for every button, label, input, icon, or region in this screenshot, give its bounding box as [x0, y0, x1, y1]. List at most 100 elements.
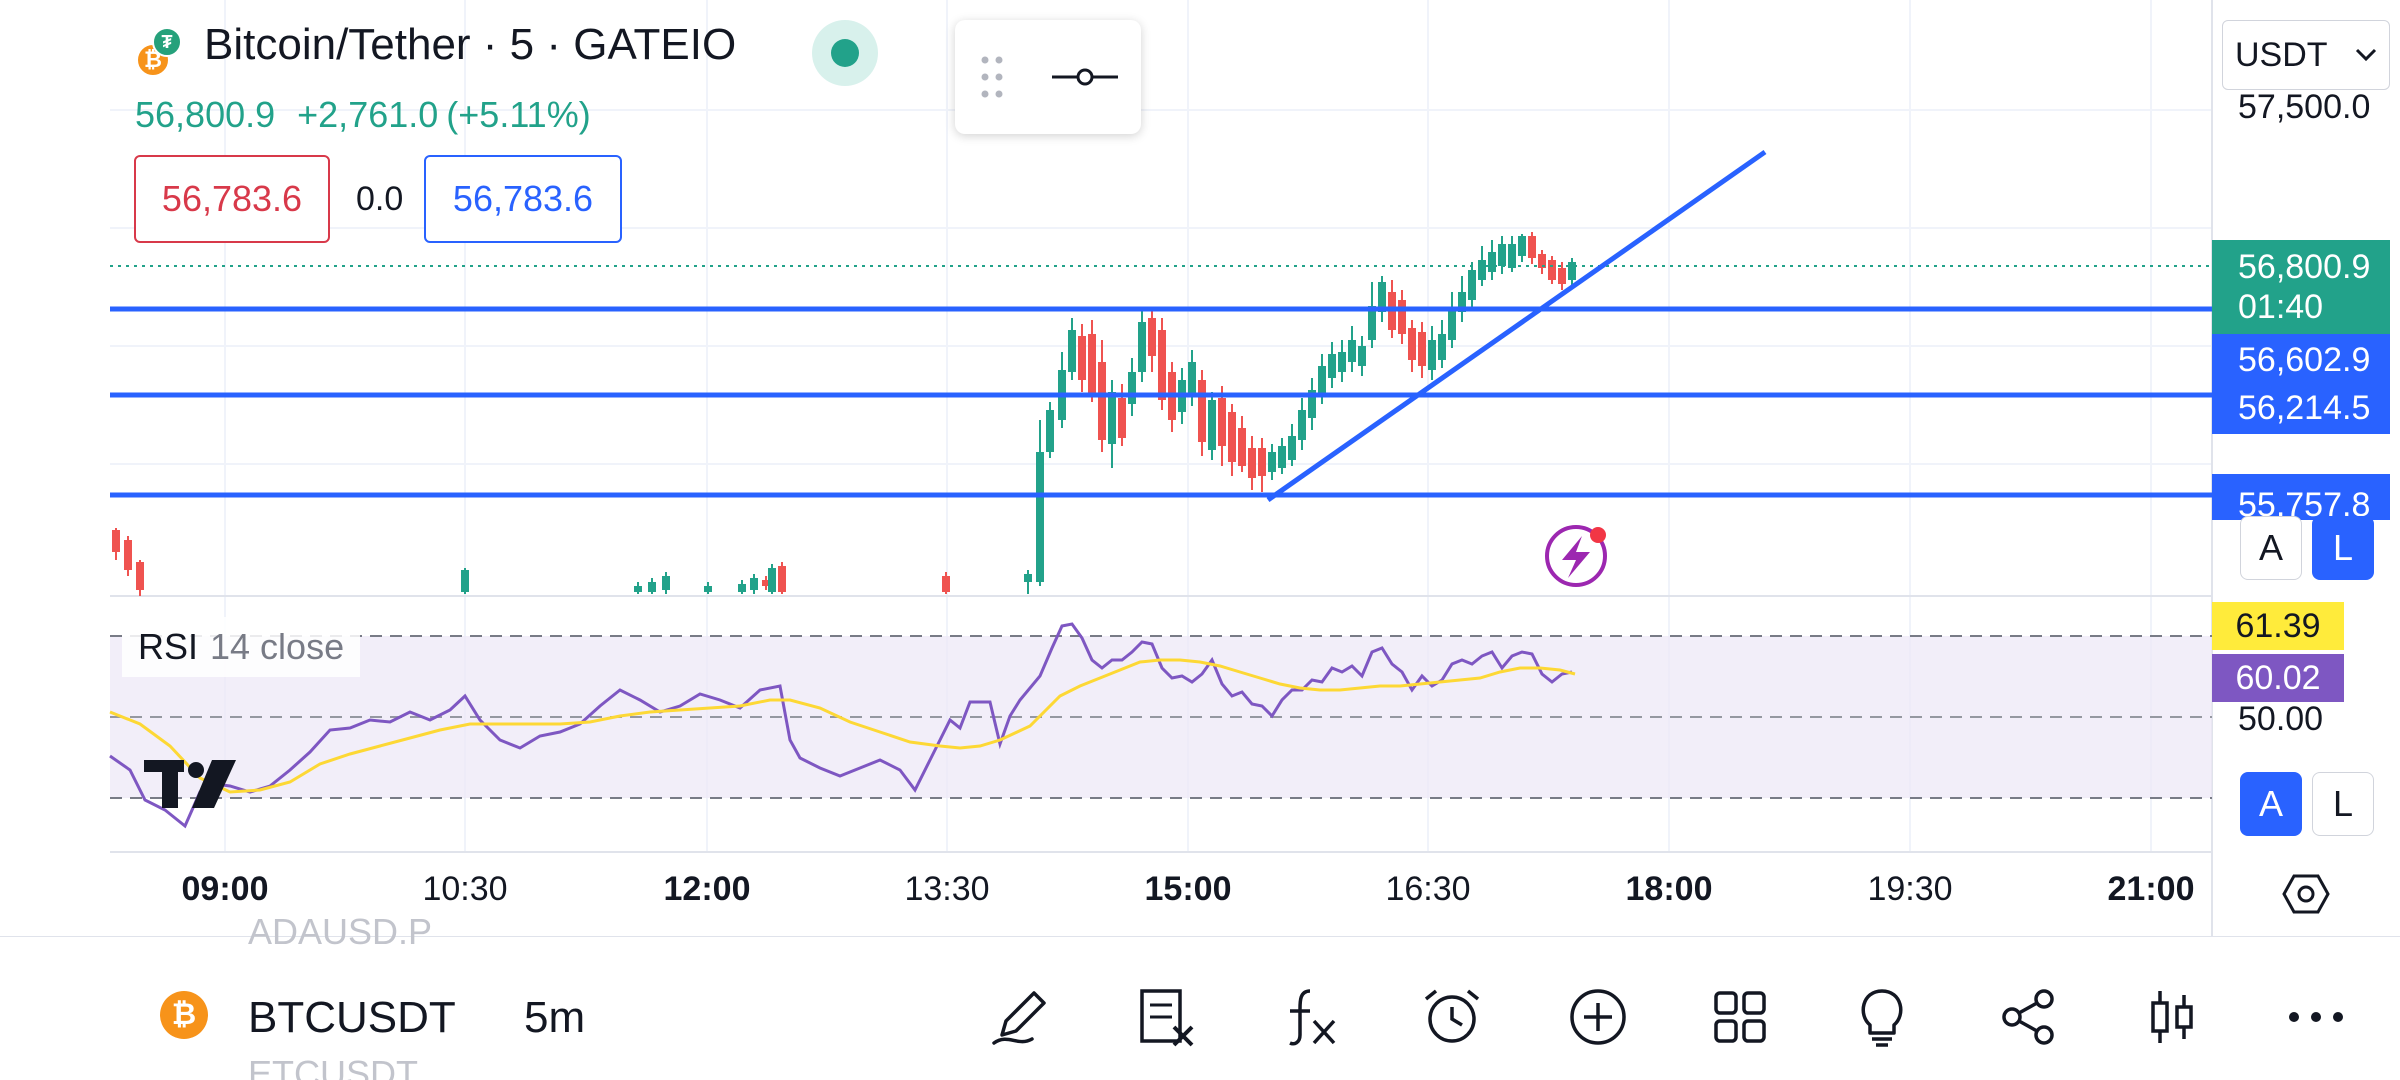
candle-body	[1328, 354, 1336, 378]
candle-body	[1258, 448, 1266, 476]
market-status-icon[interactable]	[812, 20, 878, 86]
candle-body	[1128, 372, 1136, 404]
rsi-ma-value-tag: 61.39	[2212, 602, 2344, 650]
candle-body	[1508, 244, 1516, 268]
currency-select[interactable]: USDT	[2222, 20, 2390, 90]
candles-icon[interactable]	[2136, 981, 2208, 1053]
lightning-alert-icon[interactable]	[1545, 525, 1607, 587]
rsi-legend[interactable]: RSI 14 close	[122, 617, 361, 677]
candle-body	[1046, 410, 1054, 452]
candle-body	[1338, 352, 1346, 372]
more-icon[interactable]	[2280, 981, 2352, 1053]
candle-body	[1158, 330, 1166, 400]
current-price-value: 56,800.9	[2238, 248, 2371, 286]
hexagon-settings-icon	[2282, 874, 2330, 914]
chart-settings-button[interactable]	[2270, 866, 2342, 922]
chevron-down-icon	[2355, 48, 2377, 62]
candle-body	[1348, 340, 1356, 362]
candle-body	[1408, 328, 1416, 360]
candle-body	[1208, 400, 1216, 450]
time-axis-label: 09:00	[181, 870, 269, 908]
current-price-tag: 56,800.9 01:40	[2212, 240, 2390, 334]
plus-circle-icon[interactable]	[1562, 981, 1634, 1053]
candle-body	[1518, 236, 1526, 256]
alarm-clock-icon[interactable]	[1416, 981, 1488, 1053]
price-summary: 56,800.9 +2,761.0 (+5.11%)	[135, 94, 613, 136]
price-auto-scale-button[interactable]: A	[2240, 516, 2302, 580]
candle-body	[1558, 268, 1566, 284]
time-axis-label: 13:30	[904, 870, 990, 908]
rsi-name: RSI	[138, 626, 199, 667]
clear-drawings-icon[interactable]	[1130, 981, 1202, 1053]
horizontal-line-tool-icon[interactable]	[1050, 62, 1120, 92]
candle-body	[1488, 252, 1496, 272]
sell-button[interactable]: 56,783.6	[134, 155, 330, 243]
price-change: +2,761.0	[297, 94, 439, 135]
price-log-scale-button[interactable]: L	[2312, 516, 2374, 580]
candle-body	[1448, 310, 1456, 340]
previous-symbol[interactable]: ADAUSD.P	[248, 917, 433, 952]
candle-body	[648, 582, 656, 592]
candle-body	[1024, 574, 1032, 582]
indicators-fx-icon[interactable]	[1276, 981, 1348, 1053]
layout-grid-icon[interactable]	[1704, 981, 1776, 1053]
interval-selector[interactable]: 5m	[524, 993, 586, 1042]
candle-body	[1368, 306, 1376, 340]
candle-body	[1268, 452, 1276, 472]
candle-body	[662, 576, 670, 590]
currency-select-value: USDT	[2235, 35, 2328, 74]
rsi-auto-scale-button[interactable]: A	[2240, 772, 2302, 836]
candle-body	[1378, 282, 1386, 312]
candle-body	[461, 570, 469, 592]
spread-value: 0.0	[356, 180, 404, 218]
level-3-tag: 55,757.8	[2212, 474, 2390, 520]
candle-body	[762, 580, 770, 586]
symbol-header[interactable]: ₿ ₮ Bitcoin/Tether · 5 · GATEIO	[130, 20, 737, 77]
time-axis-label: 12:00	[663, 870, 751, 908]
candle-body	[634, 586, 642, 592]
time-axis-label: 19:30	[1867, 870, 1953, 908]
candle-body	[738, 584, 746, 592]
time-axis-label: 18:00	[1625, 870, 1713, 908]
candle-body	[1118, 398, 1126, 438]
candle-body	[1498, 244, 1506, 266]
symbol-title[interactable]: Bitcoin/Tether · 5 · GATEIO	[204, 20, 737, 69]
candle-body	[1036, 452, 1044, 582]
level-2-tag: 56,214.5	[2212, 382, 2390, 434]
level-1-tag: 56,602.9	[2212, 334, 2390, 386]
rsi-mid-label: 50.00	[2238, 700, 2324, 738]
price-axis-label: 57,500.0	[2238, 92, 2371, 126]
candle-body	[1238, 428, 1246, 466]
trend-line[interactable]	[1266, 149, 1767, 503]
bottom-toolbar: ADAUSD.P ₿ BTCUSDT 5m ETCUSDT	[0, 917, 2400, 1080]
candle-body	[778, 566, 786, 592]
candle-body	[750, 578, 758, 590]
rsi-value-tag: 60.02	[2212, 654, 2344, 702]
next-symbol[interactable]: ETCUSDT	[248, 1053, 418, 1080]
drag-handle-icon[interactable]	[977, 52, 1007, 102]
candle-body	[112, 530, 120, 552]
rsi-log-scale-button[interactable]: L	[2312, 772, 2374, 836]
candle-body	[1078, 336, 1086, 380]
candle-body	[1278, 446, 1286, 468]
drawing-floating-toolbar[interactable]	[955, 20, 1141, 134]
tradingview-logo-icon	[144, 760, 236, 808]
candle-countdown: 01:40	[2238, 288, 2324, 326]
candle-body	[1538, 254, 1546, 268]
share-icon[interactable]	[1992, 981, 2064, 1053]
candle-body	[1478, 260, 1486, 280]
pencil-icon[interactable]	[984, 981, 1056, 1053]
candle-body	[1548, 260, 1556, 280]
symbol-selector[interactable]: BTCUSDT	[248, 993, 456, 1042]
buy-button[interactable]: 56,783.6	[424, 155, 622, 243]
candle-body	[136, 562, 144, 590]
rsi-ma-line	[109, 658, 1576, 794]
rsi-params: 14 close	[210, 626, 345, 667]
time-axis-label: 16:30	[1385, 870, 1471, 908]
candle-body	[1218, 398, 1226, 446]
candle-body	[1438, 334, 1446, 360]
lightbulb-icon[interactable]	[1846, 981, 1918, 1053]
time-axis-label: 21:00	[2107, 870, 2195, 908]
candle-body	[1298, 410, 1306, 440]
